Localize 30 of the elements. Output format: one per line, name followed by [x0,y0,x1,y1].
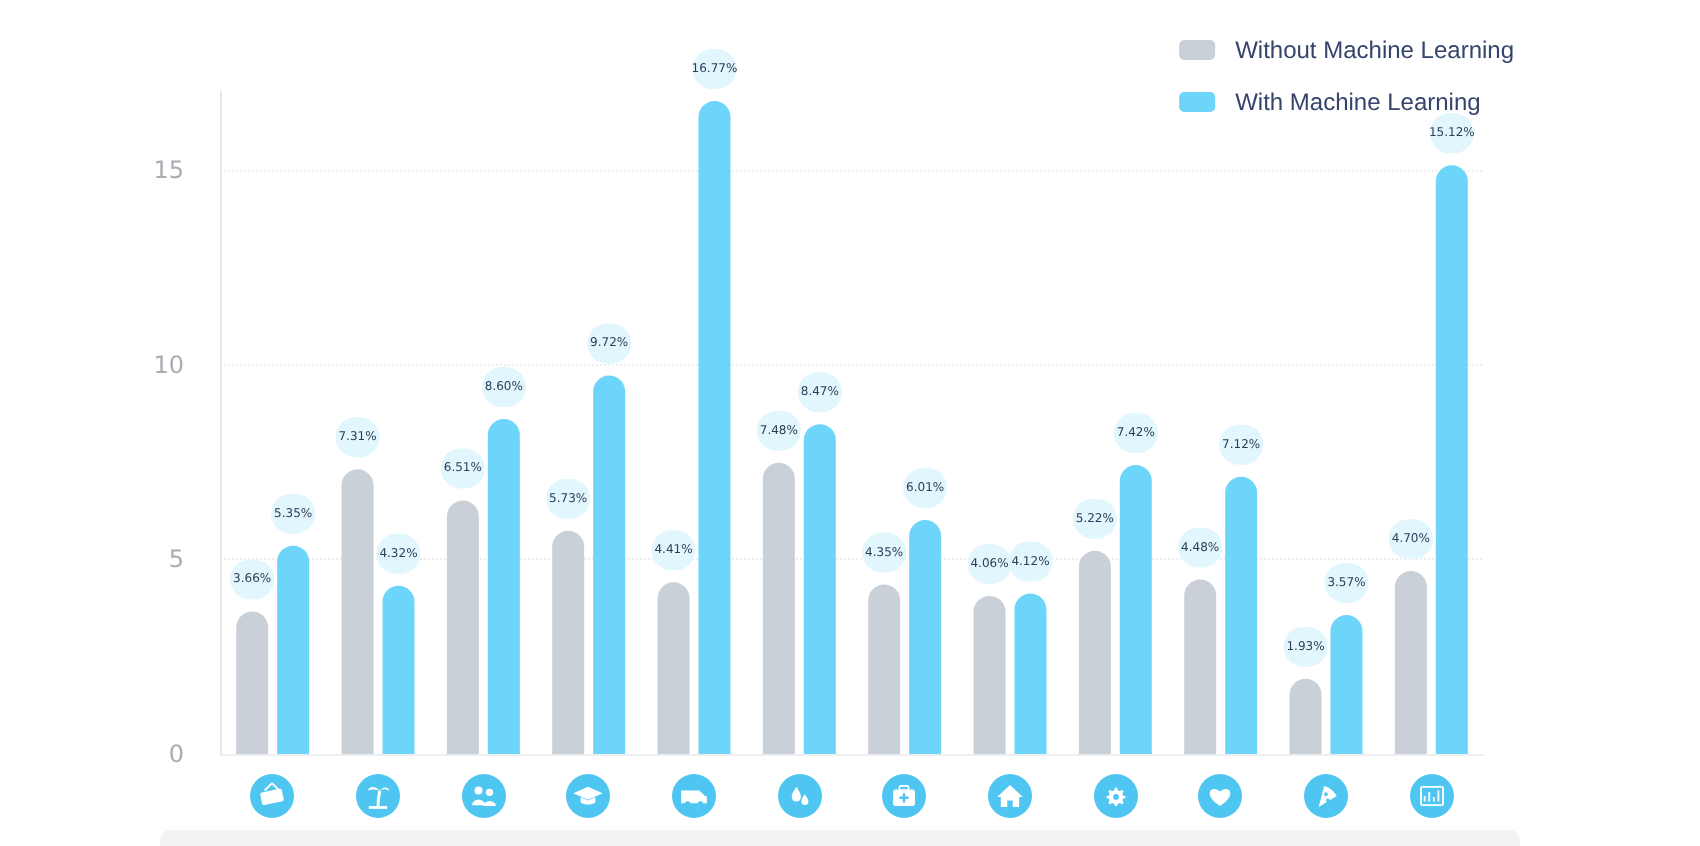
bar [236,611,269,754]
legend-label: Without Machine Learning [1235,36,1515,64]
bar [487,419,520,754]
bar [1289,678,1322,754]
bar [382,585,415,754]
bar [1014,593,1047,754]
bar [909,519,942,754]
bar [446,500,479,754]
bar [868,584,901,754]
bar [1119,465,1152,754]
bar [277,545,310,754]
bar [341,469,374,754]
y-tick-label: 10 [153,350,184,379]
bar [1078,550,1111,754]
legend-label: With Machine Learning [1235,88,1481,116]
bar [762,462,795,754]
bar [1435,165,1468,754]
y-tick-label: 5 [168,545,184,574]
bar [552,530,585,754]
bar [698,100,731,754]
bar [1225,476,1258,754]
y-tick-label: 15 [153,155,184,184]
bar [1184,579,1217,754]
bar [803,424,836,754]
bar [657,582,690,754]
bar [1330,614,1363,754]
bar [1394,570,1427,754]
y-tick-label: 0 [168,740,184,768]
bar [593,375,626,754]
bar [973,595,1006,754]
